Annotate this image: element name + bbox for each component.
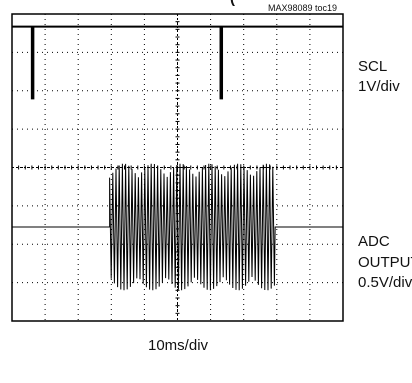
time-scale-label: 10ms/div (148, 337, 209, 354)
adc-label: ADC (358, 233, 390, 250)
adc-scale-label: 0.5V/div (358, 274, 412, 291)
adc-output-trace (12, 163, 343, 291)
scl-label: SCL (358, 58, 388, 75)
adc-output-label: OUTPUT (358, 254, 412, 271)
plot-frame (11, 13, 344, 322)
figure-tag: MAX98089 toc19 (268, 3, 338, 13)
scl-trace (12, 25, 343, 100)
top-title-fragment: ( (230, 0, 235, 8)
scl-scale-label: 1V/div (358, 78, 400, 95)
